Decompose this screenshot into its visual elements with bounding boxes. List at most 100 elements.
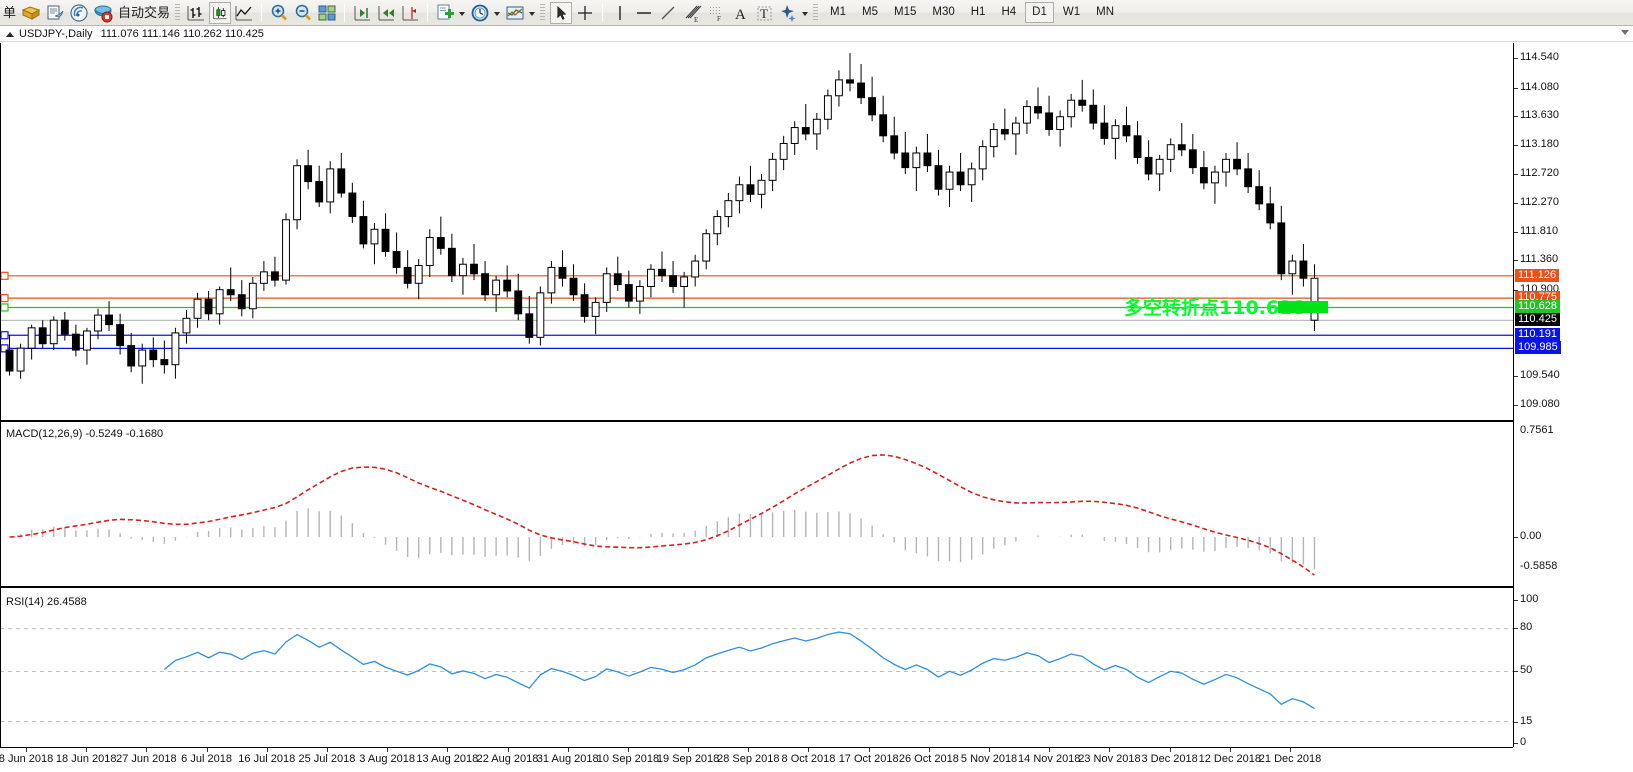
- candle-body: [359, 216, 368, 245]
- toolbar-order-label[interactable]: 单: [3, 4, 17, 20]
- price-axis-label: 114.540: [1520, 51, 1559, 64]
- vline-icon[interactable]: [609, 2, 631, 24]
- price-level-tag[interactable]: 109.985: [1515, 341, 1561, 355]
- indicators-icon[interactable]: [504, 2, 526, 24]
- cursor-icon[interactable]: [550, 1, 573, 24]
- timeframe-button-w1[interactable]: W1: [1062, 6, 1081, 18]
- chart-annotation-rectangle[interactable]: [1278, 300, 1328, 313]
- price-level-handle[interactable]: [0, 303, 9, 312]
- date-axis-tick: [507, 748, 509, 752]
- date-axis[interactable]: 8 Jun 2018 18 Jun 2018 27 Jun 2018 6 Jul 20…: [0, 747, 1513, 772]
- price-level-handle[interactable]: [0, 331, 9, 340]
- candle-body: [71, 333, 80, 351]
- indicators-dropdown-icon[interactable]: [527, 2, 538, 24]
- candle-body: [857, 82, 865, 99]
- chart-annotation-text[interactable]: 多空转折点110.628: [1124, 296, 1306, 319]
- candle-body: [425, 237, 434, 267]
- timeframe-button-d1[interactable]: D1: [1025, 2, 1054, 23]
- candle-body: [282, 219, 290, 281]
- zoom-out-icon[interactable]: [292, 2, 314, 24]
- timeframe-button-h4[interactable]: H4: [1001, 6, 1017, 18]
- shift-end-icon[interactable]: [351, 2, 373, 24]
- date-axis-tick: [808, 748, 810, 752]
- rsi-pane[interactable]: [0, 592, 1513, 747]
- price-level-tag[interactable]: 111.126: [1515, 268, 1560, 282]
- timeframe-button-mn[interactable]: MN: [1096, 6, 1114, 18]
- toolbar-grip-3[interactable]: [813, 3, 819, 22]
- price-level-tag[interactable]: 110.191: [1515, 328, 1560, 342]
- price-level-handle[interactable]: [0, 271, 9, 280]
- candle-body: [1144, 156, 1153, 175]
- timeframe-button-h1[interactable]: H1: [970, 6, 986, 18]
- text-icon[interactable]: A: [729, 2, 751, 24]
- price-axis-label: 111.360: [1520, 253, 1559, 266]
- timeframe-button-m1[interactable]: M1: [830, 6, 847, 18]
- candle-body: [1299, 260, 1308, 279]
- chart-shift-icon[interactable]: [399, 2, 421, 24]
- tile-windows-icon[interactable]: [316, 2, 338, 24]
- chart-menu-caret-icon[interactable]: [1621, 30, 1629, 35]
- new-template-dropdown-icon[interactable]: [457, 2, 468, 24]
- print-preview-icon[interactable]: [44, 2, 66, 24]
- date-axis-tick: [86, 748, 88, 752]
- crosshair-icon[interactable]: [574, 2, 596, 24]
- candle-body: [635, 285, 644, 302]
- date-axis-label: 10 Sep 2018: [596, 753, 660, 765]
- candle-body: [138, 349, 147, 367]
- rsi-axis-label: 80: [1520, 621, 1533, 633]
- candle-body: [470, 263, 478, 275]
- signal-icon[interactable]: [68, 2, 90, 24]
- collapse-triangle-icon[interactable]: [6, 31, 14, 37]
- line-chart-icon[interactable]: [233, 2, 255, 24]
- zoom-in-icon[interactable]: [268, 2, 290, 24]
- toolbar-grip-1[interactable]: [175, 3, 181, 22]
- candle-body: [38, 327, 47, 345]
- date-axis-label: 26 Oct 2018: [898, 753, 959, 765]
- fibonacci-icon[interactable]: E: [681, 2, 703, 24]
- equidistant-channel-icon[interactable]: F: [705, 2, 727, 24]
- toolbar-grip-2[interactable]: [540, 3, 546, 22]
- autotrade-label[interactable]: 自动交易: [118, 4, 171, 20]
- bar-chart-icon[interactable]: [185, 2, 207, 24]
- auto-scroll-icon[interactable]: [375, 2, 397, 24]
- hline-icon[interactable]: [633, 2, 655, 24]
- candle-body: [658, 268, 666, 277]
- new-template-icon[interactable]: [434, 2, 456, 24]
- price-level-handle[interactable]: [0, 294, 9, 303]
- price-level-handle[interactable]: [0, 344, 9, 353]
- candle-body: [459, 263, 467, 277]
- candle-body: [1000, 128, 1009, 135]
- candle-body: [558, 266, 567, 279]
- timeframe-button-m30[interactable]: M30: [932, 6, 955, 18]
- timeframe-button-m15[interactable]: M15: [894, 6, 917, 18]
- candle-body: [1222, 158, 1230, 173]
- period-icon[interactable]: [469, 2, 491, 24]
- text-label-icon[interactable]: T: [753, 2, 775, 24]
- price-axis-label: 114.080: [1520, 80, 1559, 93]
- candlestick-chart-icon[interactable]: [209, 1, 232, 24]
- date-axis-label: 19 Sep 2018: [656, 753, 720, 765]
- autotrade-icon[interactable]: [92, 2, 114, 24]
- rsi-axis-tick: [1514, 628, 1518, 629]
- price-axis-label: 111.810: [1520, 224, 1559, 237]
- price-pane[interactable]: 多空转折点110.628: [0, 43, 1513, 420]
- candle-body: [481, 273, 489, 296]
- shapes-dropdown-icon[interactable]: [800, 2, 811, 24]
- date-axis-label: 13 Aug 2018: [416, 753, 479, 765]
- timeframe-button-m5[interactable]: M5: [862, 6, 878, 18]
- price-level-tag[interactable]: 110.628: [1515, 300, 1560, 314]
- candle-body: [967, 168, 976, 186]
- price-level-tag[interactable]: 110.425: [1515, 313, 1560, 327]
- date-axis-label: 31 Aug 2018: [536, 753, 599, 765]
- macd-pane[interactable]: [0, 426, 1513, 586]
- price-axis[interactable]: 114.540 114.080 113.630 113.180 112.720 112.2…: [1513, 43, 1633, 748]
- trendline-icon[interactable]: [657, 2, 679, 24]
- folder-icon[interactable]: [20, 2, 42, 24]
- price-axis-tick: [1514, 202, 1518, 204]
- shapes-icon[interactable]: [777, 2, 799, 24]
- candle-body: [735, 184, 744, 202]
- period-dropdown-icon[interactable]: [492, 2, 503, 24]
- candle-body: [492, 279, 501, 296]
- rsi-axis-tick: [1514, 600, 1518, 601]
- candle-body: [1011, 122, 1020, 135]
